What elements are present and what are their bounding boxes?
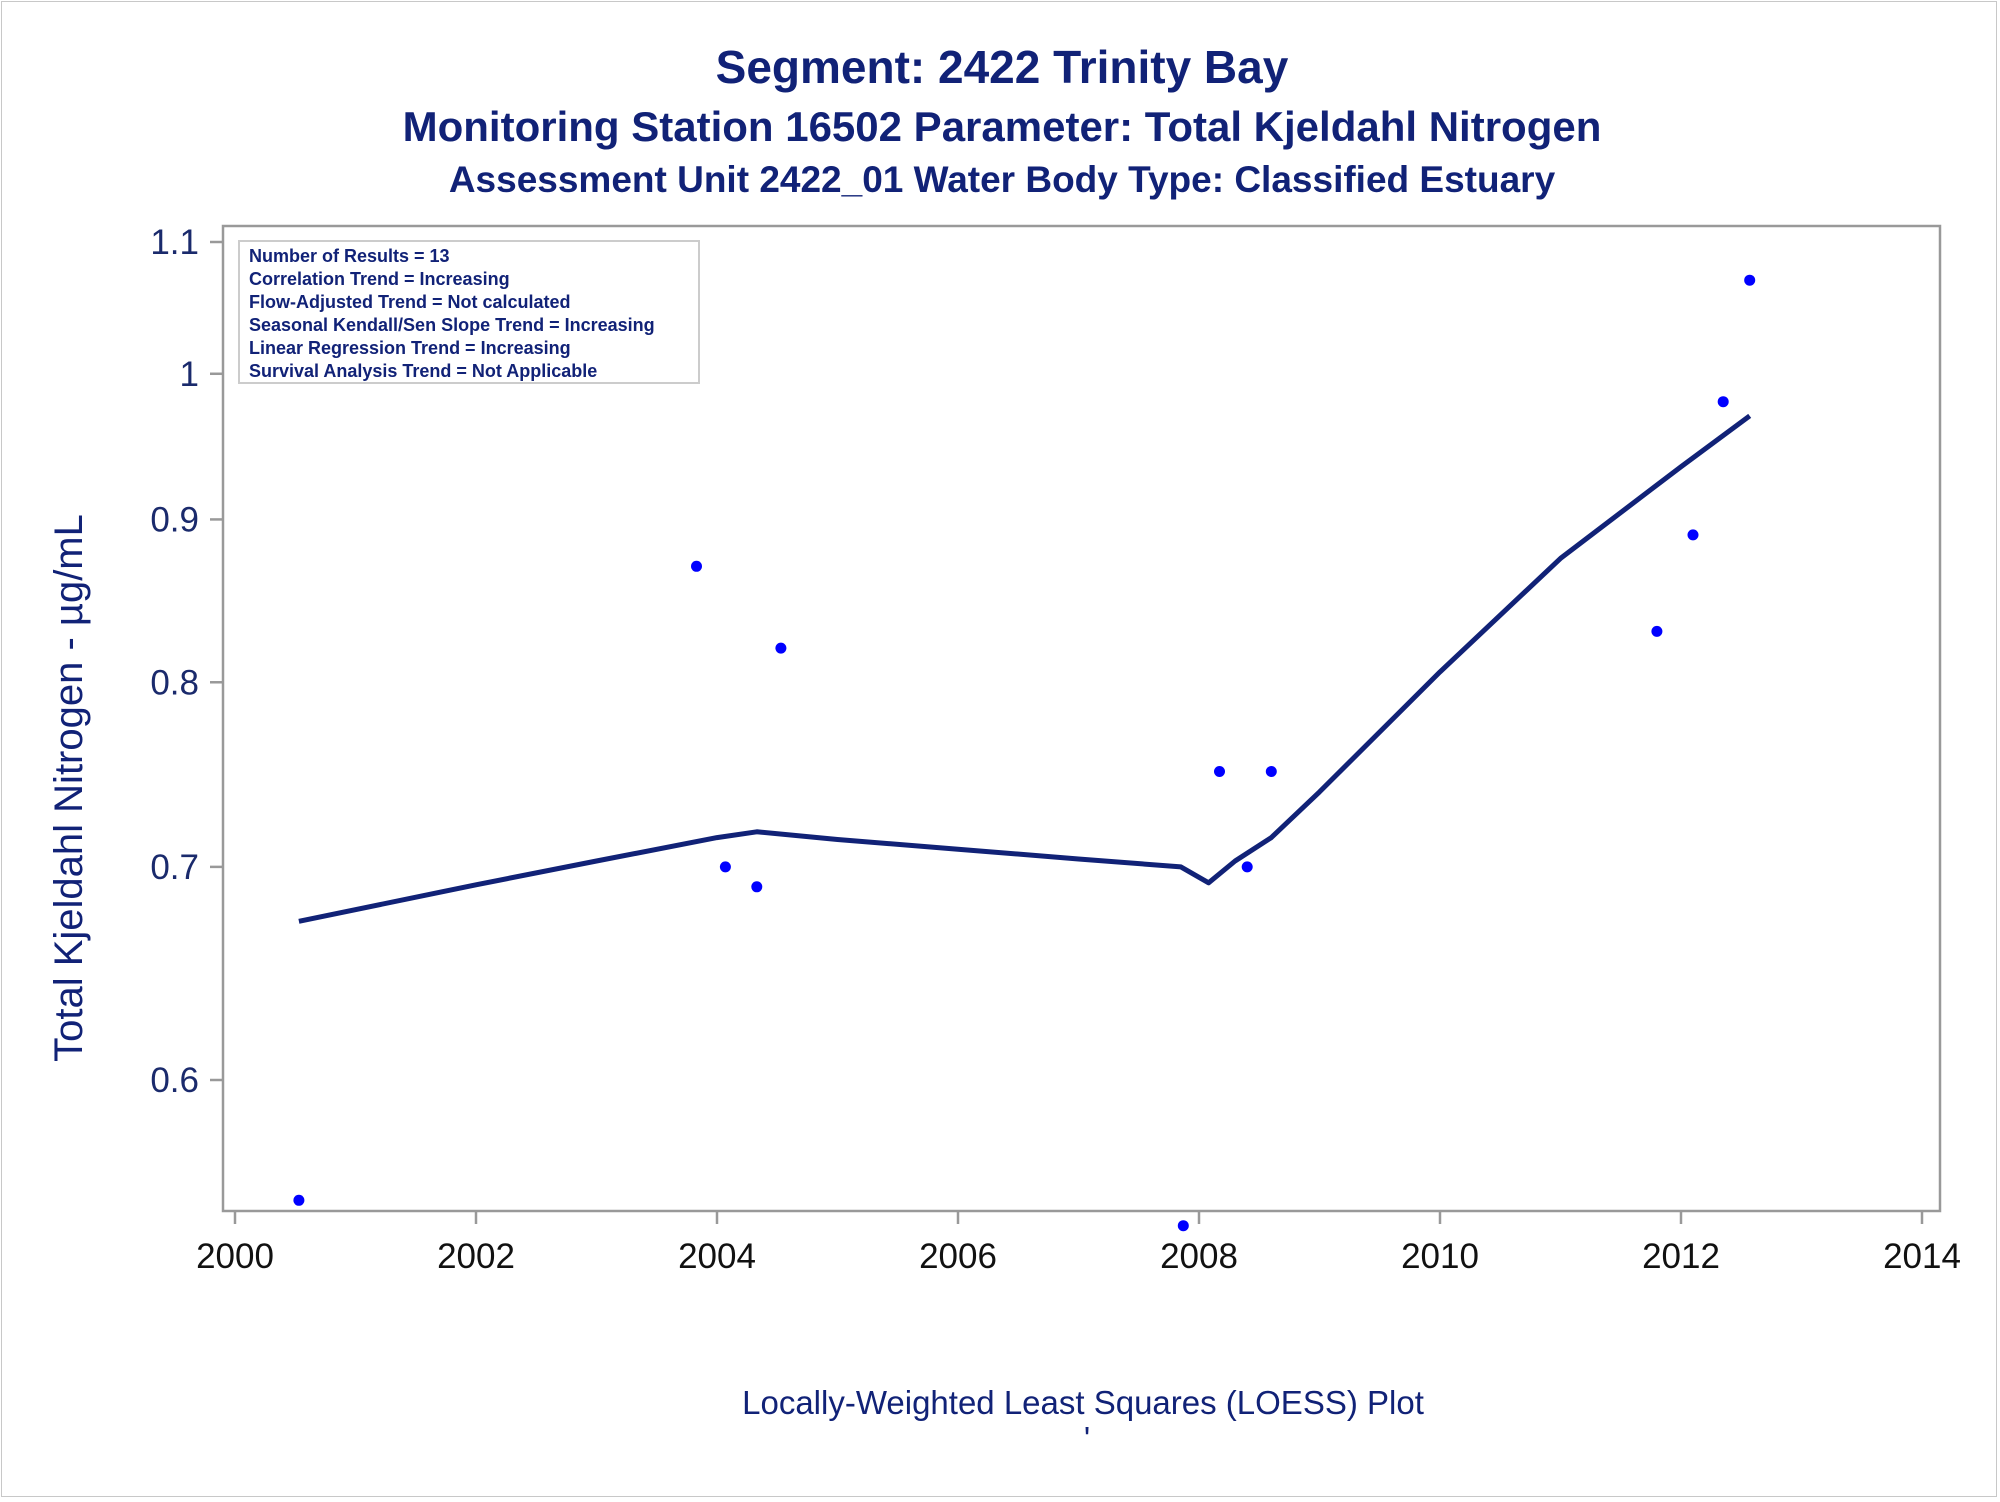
stats-line-correlation: Correlation Trend = Increasing (249, 269, 510, 289)
data-point (1177, 1220, 1189, 1232)
data-point (751, 881, 763, 893)
y-tick-label: 1.1 (150, 223, 199, 262)
plot-area (221, 224, 1942, 1213)
stats-line-seasonal-kendall: Seasonal Kendall/Sen Slope Trend = Incre… (249, 315, 655, 335)
data-point (1241, 861, 1253, 873)
x-tick-label: 2002 (437, 1237, 515, 1276)
data-point (1687, 529, 1699, 541)
data-point (1651, 625, 1663, 637)
data-point (1265, 766, 1277, 777)
stats-line-survival: Survival Analysis Trend = Not Applicable (249, 361, 597, 381)
data-point (293, 1194, 305, 1206)
chart-subtitle: Monitoring Station 16502 Parameter: Tota… (403, 103, 1602, 150)
data-points (293, 274, 1756, 1232)
y-tick-label: 0.7 (150, 848, 199, 887)
stats-line-linear-regression: Linear Regression Trend = Increasing (249, 338, 571, 358)
y-tick-label: 0.9 (150, 500, 199, 539)
data-point (691, 560, 702, 572)
stats-legend-box: Number of Results = 13 Correlation Trend… (238, 240, 700, 384)
stats-line-results: Number of Results = 13 (249, 246, 450, 266)
x-tick-label: 2010 (1401, 1237, 1479, 1276)
y-tick-label: 0.6 (150, 1061, 199, 1100)
x-tick-label: 2008 (1160, 1237, 1238, 1276)
x-tick-label: 2014 (1883, 1237, 1961, 1276)
loess-line (298, 413, 1752, 924)
chart-subtitle-2: Assessment Unit 2422_01 Water Body Type:… (449, 159, 1556, 200)
x-tick-label: 2000 (196, 1237, 274, 1276)
y-axis: 0.6 0.7 0.8 0.9 1 1.1 (150, 223, 223, 1100)
loess-curve (298, 413, 1752, 924)
data-point (719, 861, 731, 873)
stats-line-flow-adjusted: Flow-Adjusted Trend = Not calculated (249, 292, 571, 312)
y-tick-label: 0.8 (150, 663, 199, 702)
data-point (1744, 274, 1756, 286)
footnote: Locally-Weighted Least Squares (LOESS) P… (742, 1384, 1424, 1421)
data-point (775, 642, 787, 654)
x-tick-label: 2012 (1642, 1237, 1720, 1276)
x-tick-label: 2004 (678, 1237, 756, 1276)
y-tick-label: 1 (180, 355, 199, 394)
data-point (1717, 396, 1729, 408)
data-point (1214, 766, 1225, 777)
chart-title: Segment: 2422 Trinity Bay (716, 41, 1289, 93)
stats-box-border (238, 240, 700, 384)
x-axis: 2000 2002 2004 2006 2008 2010 2012 2014 (196, 1211, 1961, 1276)
footnote-mark: ' (1084, 1420, 1090, 1457)
x-tick-label: 2006 (919, 1237, 997, 1276)
y-axis-label: Total Kjeldahl Nitrogen - µg/mL (47, 514, 91, 1062)
